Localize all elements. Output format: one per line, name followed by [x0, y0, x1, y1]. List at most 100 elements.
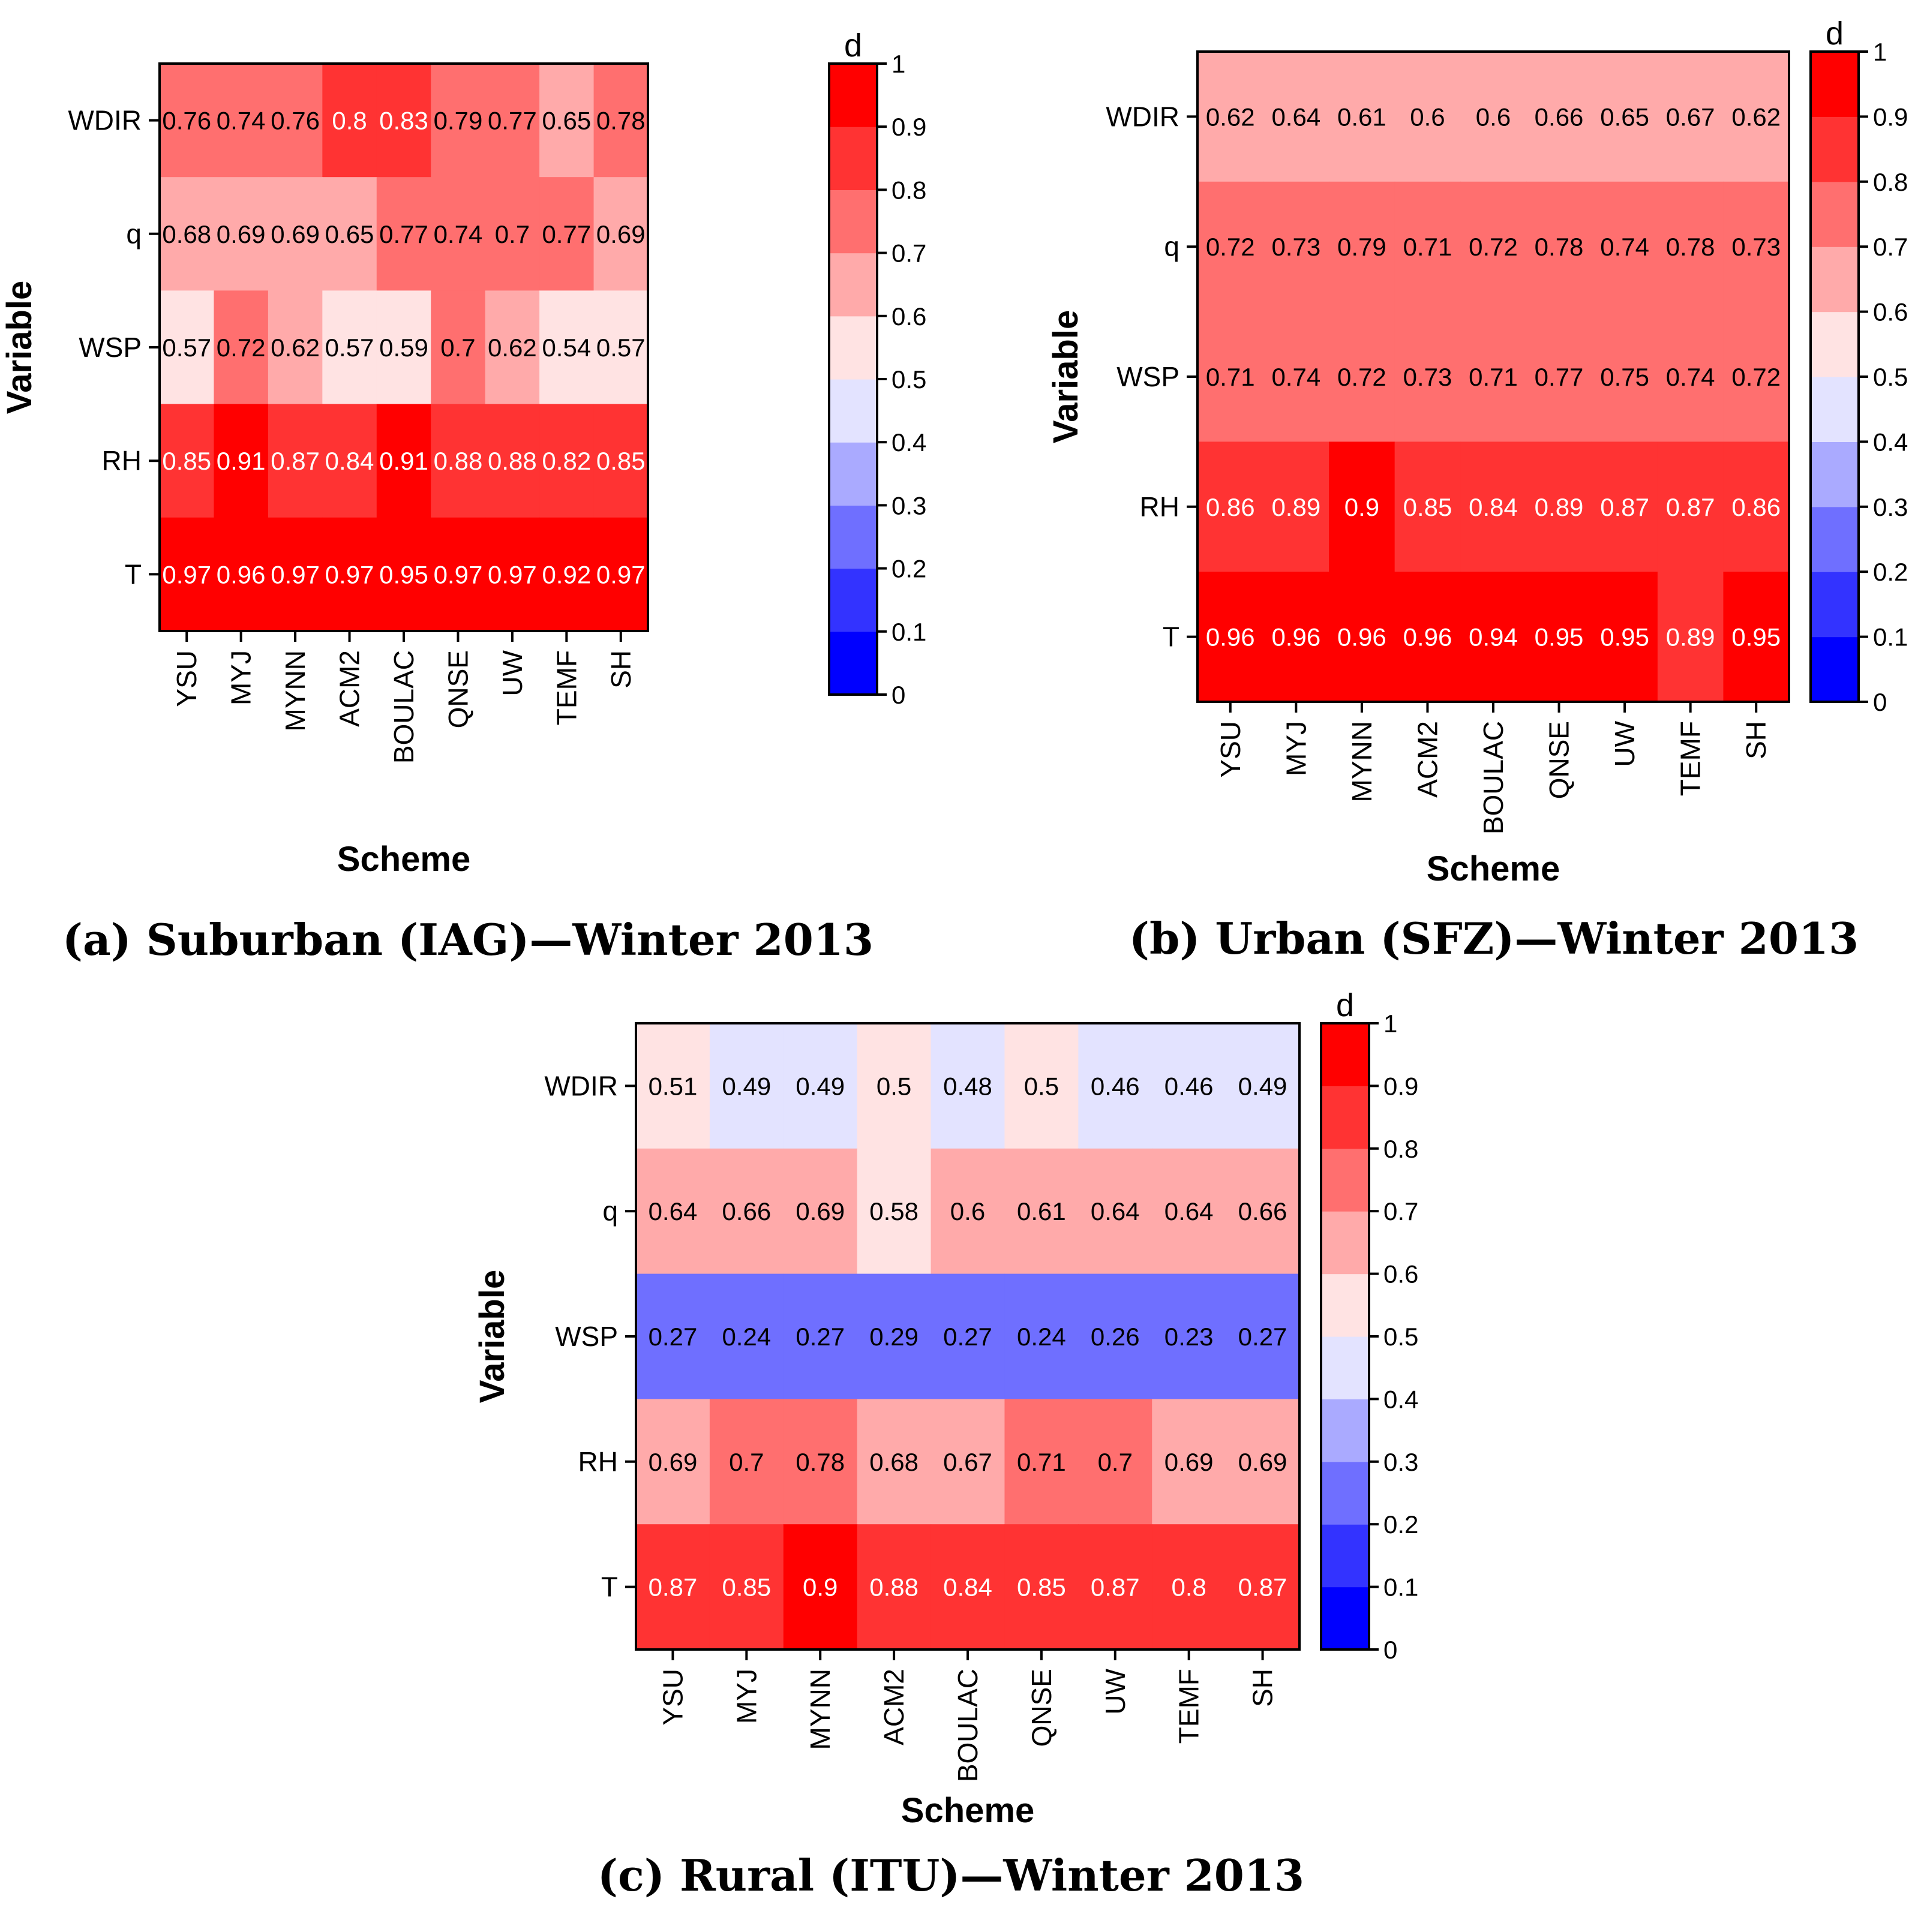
colorbar-tick-label: 0.2	[1873, 558, 1908, 586]
heatmap-cell	[160, 404, 215, 518]
heatmap-cell	[1004, 1273, 1079, 1399]
heatmap-cell	[268, 517, 323, 632]
heatmap-cell	[783, 1524, 858, 1650]
heatmap-cell	[593, 404, 649, 518]
x-tick-label: MYNN	[805, 1669, 836, 1750]
colorbar-segment	[829, 127, 877, 190]
cell-value-label: 0.57	[596, 333, 646, 362]
cell-value-label: 0.24	[722, 1323, 771, 1351]
cell-value-label: 0.6	[950, 1197, 985, 1225]
colorbar-tick-label: 1	[892, 50, 905, 78]
cell-value-label: 0.69	[271, 220, 320, 248]
y-axis-title: Variable	[0, 281, 39, 414]
heatmap-cell	[214, 404, 269, 518]
heatmap-cell	[431, 290, 486, 405]
x-tick-label: BOULAC	[388, 650, 419, 764]
heatmap-cell	[431, 404, 486, 518]
cell-value-label: 0.64	[1164, 1197, 1214, 1225]
colorbar-segment	[829, 568, 877, 632]
cell-value-label: 0.75	[1600, 363, 1649, 391]
cell-value-label: 0.64	[1091, 1197, 1140, 1225]
y-axis-title: Variable	[1046, 310, 1085, 443]
colorbar-segment	[1321, 1524, 1369, 1588]
heatmap-cell	[1263, 572, 1329, 702]
cell-value-label: 0.58	[869, 1197, 919, 1225]
heatmap-cell	[783, 1148, 858, 1275]
cell-value-label: 0.8	[1171, 1573, 1206, 1602]
heatmap-cell	[485, 290, 540, 405]
cell-value-label: 0.57	[162, 333, 211, 362]
heatmap-cell	[1078, 1399, 1152, 1525]
cell-value-label: 0.77	[379, 220, 428, 248]
cell-value-label: 0.73	[1731, 233, 1781, 261]
heatmap-cell	[539, 404, 595, 518]
heatmap-cell	[1329, 572, 1395, 702]
cell-value-label: 0.27	[1238, 1323, 1287, 1351]
heatmap-cell	[268, 290, 323, 405]
heatmap-cell	[1460, 572, 1527, 702]
x-axis-title: Scheme	[901, 1791, 1034, 1830]
colorbar-tick-label: 1	[1873, 38, 1887, 66]
cell-value-label: 0.67	[1666, 103, 1715, 131]
heatmap-cell	[322, 517, 377, 632]
colorbar-tick-label: 0.6	[892, 302, 926, 330]
heatmap-cell	[1263, 181, 1329, 313]
heatmap-cell	[636, 1023, 710, 1149]
heatmap-cell	[857, 1399, 932, 1525]
cell-value-label: 0.96	[217, 560, 266, 588]
cell-value-label: 0.71	[1206, 363, 1255, 391]
colorbar-segment	[1321, 1587, 1369, 1650]
heatmap-cell	[1657, 441, 1724, 572]
colorbar-segment	[829, 253, 877, 317]
heatmap-cell	[431, 177, 486, 291]
cell-value-label: 0.95	[379, 560, 428, 588]
cell-value-label: 0.61	[1017, 1197, 1066, 1225]
heatmap-cell	[539, 517, 595, 632]
heatmap-cell	[1329, 441, 1395, 572]
cell-value-label: 0.66	[722, 1197, 771, 1225]
y-tick-label: q	[126, 218, 142, 250]
heatmap-cell	[593, 177, 649, 291]
y-tick-label: WDIR	[544, 1070, 618, 1101]
colorbar-tick-label: 0.7	[1873, 233, 1908, 261]
cell-value-label: 0.74	[217, 107, 266, 135]
heatmap-cell	[1657, 52, 1724, 182]
heatmap-cell	[931, 1148, 1005, 1275]
heatmap-cell	[322, 177, 377, 291]
y-tick-label: T	[1163, 621, 1179, 653]
colorbar-segment	[1321, 1211, 1369, 1275]
x-tick-label: YSU	[657, 1669, 688, 1726]
colorbar-tick-label: 0.2	[1383, 1510, 1418, 1539]
cell-value-label: 0.72	[1206, 233, 1255, 261]
cell-value-label: 0.95	[1535, 623, 1584, 651]
y-tick-label: RH	[1140, 491, 1179, 522]
x-tick-label: ACM2	[878, 1669, 910, 1745]
colorbar-segment	[1811, 181, 1859, 247]
colorbar-tick-label: 0.7	[1383, 1197, 1418, 1225]
cell-value-label: 0.87	[649, 1573, 698, 1602]
colorbar-segment	[829, 379, 877, 443]
y-axis-title: Variable	[473, 1270, 512, 1403]
cell-value-label: 0.24	[1017, 1323, 1066, 1351]
heatmap-cell	[1004, 1023, 1079, 1149]
x-tick-label: MYJ	[226, 650, 257, 705]
cell-value-label: 0.91	[217, 447, 266, 475]
cell-value-label: 0.61	[1337, 103, 1386, 131]
cell-value-label: 0.69	[649, 1448, 698, 1476]
heatmap-cell	[709, 1148, 784, 1275]
x-tick-label: UW	[497, 650, 528, 696]
colorbar-title: d	[1826, 16, 1844, 52]
colorbar-segment	[829, 64, 877, 127]
y-tick-label: q	[1164, 231, 1179, 262]
cell-value-label: 0.89	[1535, 493, 1584, 521]
heatmap-cell	[1197, 181, 1264, 313]
colorbar-tick-label: 0.3	[892, 491, 926, 519]
heatmap-cell	[485, 177, 540, 291]
x-tick-label: MYJ	[731, 1669, 762, 1724]
heatmap-cell	[539, 177, 595, 291]
cell-value-label: 0.95	[1731, 623, 1781, 651]
heatmap-cell	[1394, 52, 1461, 182]
heatmap-cell	[431, 517, 486, 632]
x-axis-title: Scheme	[1427, 849, 1560, 888]
cell-value-label: 0.97	[434, 560, 483, 588]
